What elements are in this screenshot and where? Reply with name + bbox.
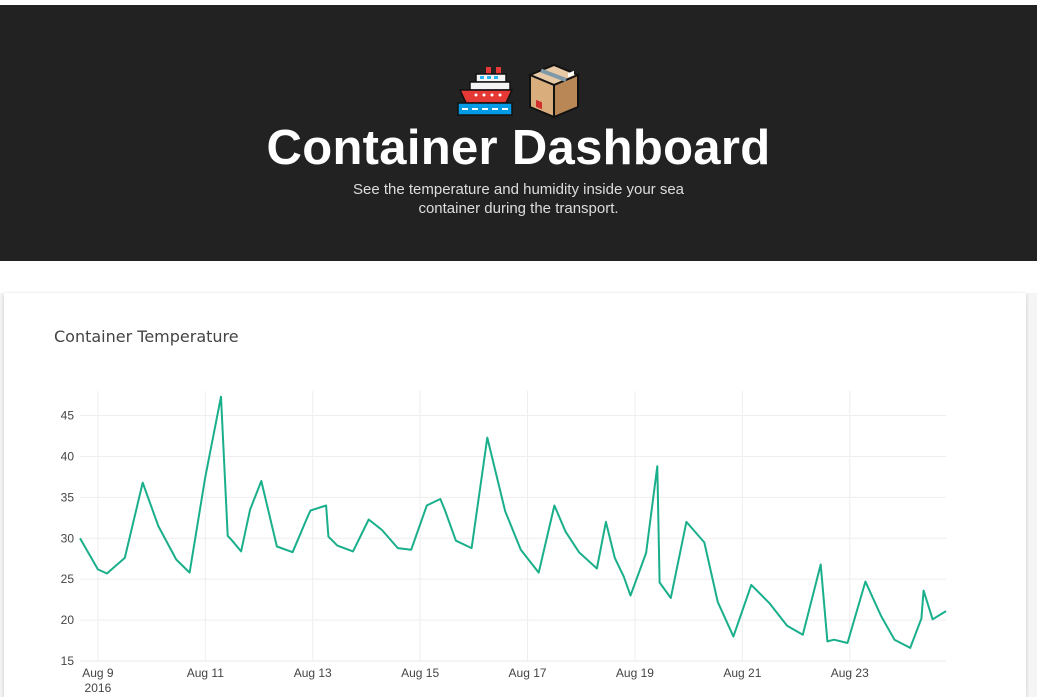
temperature-card: Container Temperature 15 20 25 30 35 40 45 Aug … — [4, 293, 1026, 697]
x-tick-label: Aug 15 — [401, 666, 439, 680]
header-icons — [456, 60, 582, 120]
temperature-series-line — [79, 395, 947, 649]
header: Container Dashboard See the temperature … — [0, 5, 1037, 261]
x-tick-sublabel: 2016 — [85, 681, 112, 695]
x-tick-label: Aug 17 — [509, 666, 547, 680]
y-tick-label: 30 — [61, 531, 75, 545]
y-tick-label: 35 — [61, 490, 75, 504]
package-icon — [526, 63, 581, 119]
page-subtitle: See the temperature and humidity inside … — [352, 181, 685, 217]
x-tick-label: Aug 19 — [616, 666, 654, 680]
page-title: Container Dashboard — [266, 121, 771, 175]
ship-icon — [456, 67, 513, 116]
y-tick-label: 15 — [61, 654, 75, 668]
x-tick-label: Aug 9 — [82, 666, 114, 680]
chart-title: Container Temperature — [54, 327, 239, 346]
x-tick-label: Aug 13 — [294, 666, 332, 680]
x-tick-label: Aug 23 — [831, 666, 869, 680]
y-tick-label: 40 — [61, 449, 75, 463]
y-tick-label: 25 — [61, 572, 75, 586]
x-tick-label: Aug 11 — [187, 666, 224, 680]
x-tick-label: Aug 21 — [723, 666, 761, 680]
y-tick-label: 45 — [61, 409, 75, 423]
y-tick-label: 20 — [61, 613, 75, 627]
top-strip — [0, 0, 1037, 5]
content-area: Container Temperature 15 20 25 30 35 40 45 Aug … — [0, 293, 1037, 697]
